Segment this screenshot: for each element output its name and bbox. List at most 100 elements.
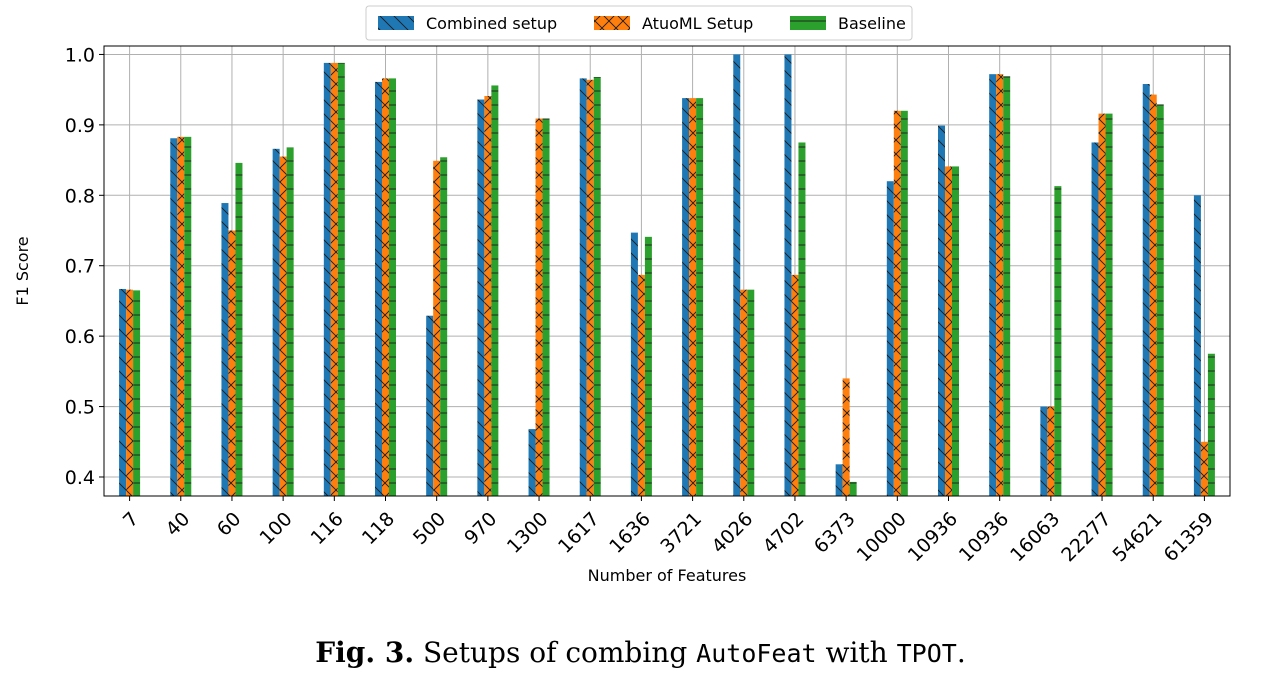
figure-caption: Fig. 3. Setups of combing AutoFeat with … [0, 636, 1281, 669]
bar [586, 79, 594, 496]
caption-text-2: with [816, 636, 897, 669]
caption-text-1: Setups of combing [414, 636, 697, 669]
bar [579, 78, 587, 497]
legend-swatch [378, 16, 414, 30]
bar [126, 289, 134, 496]
x-tick-label: 16063 [1006, 508, 1064, 566]
legend-label: Combined setup [426, 14, 557, 33]
y-axis-label: F1 Score [13, 236, 32, 305]
bar [375, 81, 382, 496]
x-tick-label: 1300 [503, 508, 553, 558]
y-tick-label: 0.6 [65, 326, 95, 348]
bar [228, 230, 236, 496]
x-tick-label: 61359 [1160, 508, 1218, 566]
bar [1207, 353, 1215, 496]
bar [1156, 104, 1164, 496]
bar [996, 74, 1004, 497]
legend-swatch [790, 16, 826, 30]
x-tick-label: 500 [409, 508, 450, 549]
bar [886, 181, 894, 496]
x-tick-label: 22277 [1057, 508, 1115, 566]
y-tick-label: 0.5 [65, 397, 95, 419]
bar [235, 162, 243, 496]
legend-label: Baseline [838, 14, 906, 33]
bar [1142, 84, 1150, 496]
bar [740, 289, 748, 496]
bar [382, 78, 389, 497]
bar [426, 315, 434, 496]
bar [1047, 406, 1055, 496]
y-tick-label: 0.8 [65, 185, 95, 207]
chart-svg: 0.4 0.5 0.6 0.7 0.8 0.9 1.0 7 40 60 100 116 118 500 97… [13, 5, 1231, 585]
bar [1105, 113, 1113, 496]
bar [184, 136, 192, 496]
x-tick-label: 1636 [605, 508, 655, 558]
legend-box [365, 5, 913, 41]
chart: 0.4 0.5 0.6 0.7 0.8 0.9 1.0 7 40 60 100 116 118 500 97… [13, 5, 1231, 585]
bar [272, 148, 280, 496]
caption-code-tpot: TPOT [896, 639, 957, 668]
bar [177, 136, 185, 496]
x-tick-label: 7 [119, 508, 143, 532]
bar [1091, 142, 1099, 496]
legend-swatch [594, 16, 630, 30]
caption-text-3: . [956, 636, 966, 669]
bar [1200, 441, 1208, 496]
bar [221, 203, 229, 497]
x-tick-label: 10936 [955, 508, 1013, 566]
bar [1003, 76, 1011, 497]
bar [989, 74, 997, 497]
x-tick-label: 54621 [1108, 508, 1166, 566]
bar [440, 157, 448, 496]
bar [1098, 113, 1106, 496]
legend: Combined setup AtuoML Setup Baseline [365, 5, 913, 41]
bar [170, 138, 178, 496]
bar [938, 125, 945, 497]
bar [119, 288, 127, 496]
caption-code-autofeat: AutoFeat [696, 639, 817, 668]
bar [952, 166, 959, 496]
bar [835, 464, 843, 496]
bar [696, 98, 704, 497]
x-tick-label: 10000 [853, 508, 911, 566]
bar [791, 274, 799, 496]
bar [337, 62, 345, 497]
bar [842, 378, 850, 496]
plot-frame [103, 45, 1231, 497]
bar [747, 289, 755, 496]
bar [477, 99, 485, 497]
bar [849, 481, 857, 496]
bar [542, 118, 550, 496]
bar [1040, 406, 1048, 496]
x-tick-label: 40 [162, 508, 195, 541]
bar [630, 232, 638, 496]
x-axis-label: Number of Features [588, 566, 747, 585]
x-tick-label: 10936 [904, 508, 962, 566]
bar [784, 54, 792, 496]
bar [330, 62, 338, 497]
bar [644, 236, 652, 496]
bar [900, 110, 908, 497]
x-tick-label: 1617 [554, 508, 604, 558]
y-tick-label: 0.7 [65, 256, 95, 278]
bar [1054, 186, 1062, 496]
bar [528, 429, 536, 496]
x-tick-label: 118 [358, 508, 399, 549]
bar [733, 54, 741, 496]
bar [286, 147, 294, 496]
bar [433, 160, 441, 496]
bar [893, 110, 901, 497]
x-tick-label: 116 [307, 508, 348, 549]
bar [1149, 94, 1157, 496]
bar [279, 156, 287, 496]
bar [798, 142, 806, 496]
bar [323, 62, 331, 497]
bar [389, 78, 396, 497]
bar [593, 76, 601, 497]
bar [682, 98, 690, 497]
y-tick-label: 0.4 [65, 467, 95, 489]
x-tick-label: 60 [213, 508, 246, 541]
y-tick-label: 1.0 [65, 44, 95, 66]
bar [133, 290, 141, 496]
x-tick-label: 970 [460, 508, 501, 549]
